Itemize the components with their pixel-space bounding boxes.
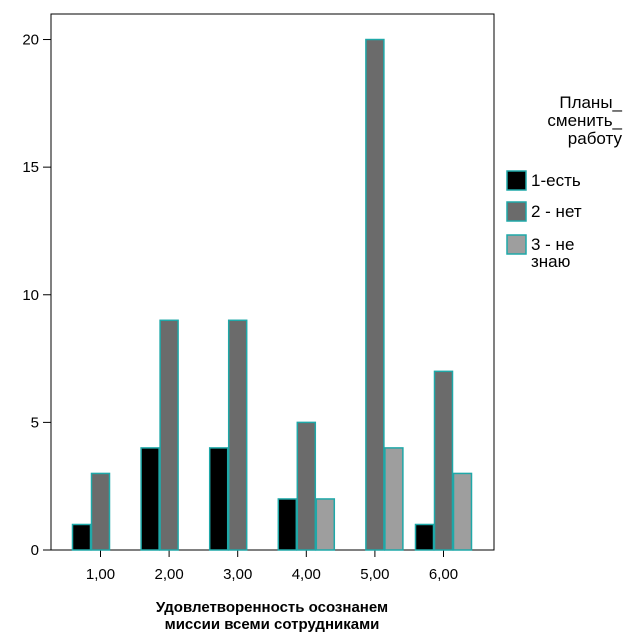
legend: Планы_сменить_работу 1-есть 2 - нет 3 - нез… xyxy=(506,93,623,271)
legend-title-line: Планы_ xyxy=(559,93,622,112)
legend-label-2: 2 - нет xyxy=(531,202,582,221)
bar-2-cat-4 xyxy=(296,421,317,551)
x-tick-label: 2,00 xyxy=(154,566,183,583)
bar-1-cat-3 xyxy=(208,447,229,551)
legend-title-line: работу xyxy=(568,129,623,148)
y-tick-label: 20 xyxy=(22,32,39,49)
bar-3-cat-5 xyxy=(384,447,404,551)
bar-3-cat-4 xyxy=(315,498,336,551)
x-axis-label-line: Удовлетворенность осознанем xyxy=(156,599,388,616)
bar-1-cat-2 xyxy=(140,447,160,551)
legend-label-3: знаю xyxy=(531,252,571,271)
x-tick-label: 4,00 xyxy=(292,566,321,583)
y-tick-label: 0 xyxy=(31,542,39,559)
y-tick-label: 10 xyxy=(22,287,39,304)
y-axis: 0 5 10 15 20 xyxy=(22,32,51,559)
bar-2-cat-1 xyxy=(90,472,111,551)
bar-1-cat-4 xyxy=(277,498,298,551)
bar-3-cat-6 xyxy=(452,472,473,551)
legend-swatch-2 xyxy=(506,201,527,222)
bar-1-cat-6 xyxy=(414,523,435,551)
plot-frame xyxy=(50,13,495,551)
bar-2-cat-5 xyxy=(365,38,385,551)
legend-title-line: сменить_ xyxy=(547,111,622,130)
bars-group xyxy=(71,38,473,551)
x-axis-label-line: миссии всеми сотрудниками xyxy=(165,616,380,633)
legend-swatch-1 xyxy=(506,170,527,191)
x-tick-label: 1,00 xyxy=(86,566,115,583)
bar-2-cat-3 xyxy=(227,319,248,551)
legend-swatch-3 xyxy=(506,234,527,255)
bar-1-cat-1 xyxy=(71,523,92,551)
x-axis-label: Удовлетворенность осознанем миссии всеми … xyxy=(156,599,388,633)
x-tick-label: 6,00 xyxy=(429,566,458,583)
bar-2-cat-2 xyxy=(159,319,179,551)
x-axis: 1,00 2,00 3,00 4,00 5,00 6,00 xyxy=(86,550,458,583)
bar-2-cat-6 xyxy=(433,370,454,551)
x-tick-label: 3,00 xyxy=(223,566,252,583)
legend-label-1: 1-есть xyxy=(531,171,581,190)
y-tick-label: 15 xyxy=(22,159,39,176)
x-tick-label: 5,00 xyxy=(360,566,389,583)
y-tick-label: 5 xyxy=(31,414,39,431)
legend-label-3: 3 - не xyxy=(531,235,574,254)
